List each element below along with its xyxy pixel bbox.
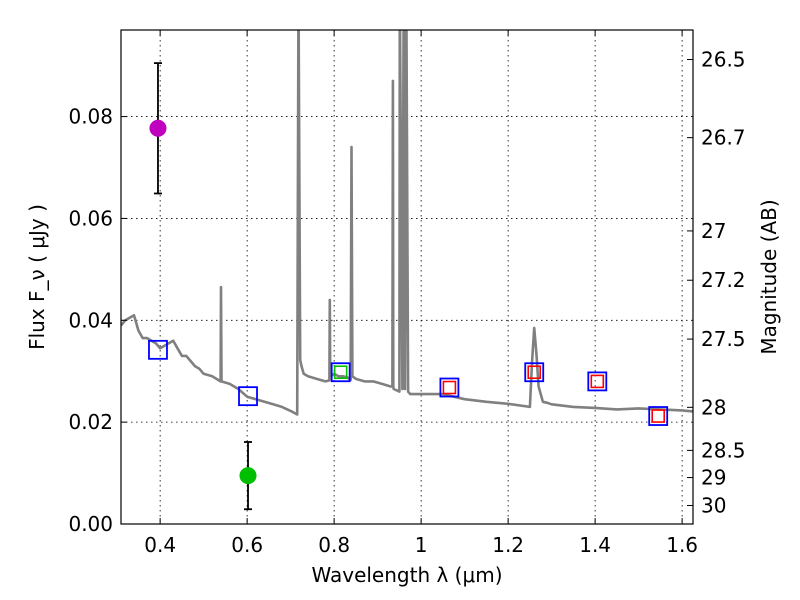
blue-model-square (524, 362, 545, 383)
red-model-square (442, 380, 457, 395)
blue-model-square (648, 406, 669, 426)
mag-tick-label: 27 (701, 219, 726, 243)
plot-frame (120, 29, 694, 525)
x-tick-label: 0.8 (318, 533, 350, 557)
red-model-square (527, 365, 542, 380)
mag-tick-label: 30 (701, 494, 726, 518)
y-axis-title-left: Flux F_ν ( μJy ) (25, 204, 49, 350)
x-tick-label: 0.6 (231, 533, 263, 557)
x-tick-label: 0.4 (144, 533, 176, 557)
y-tick-label: 0.00 (68, 512, 113, 536)
green-model-square (333, 365, 348, 380)
mag-tick-label: 28 (701, 395, 726, 419)
x-axis-title: Wavelength λ (μm) (311, 563, 502, 587)
x-tick-label: 1.4 (579, 533, 611, 557)
mag-tick-label: 27.5 (701, 327, 746, 351)
y-tick-label: 0.04 (68, 308, 113, 332)
mag-tick-label: 27.2 (701, 268, 746, 292)
model-sed-layer (121, 30, 693, 416)
observed-point (149, 119, 167, 137)
observed-point (239, 467, 257, 485)
mag-tick-label: 29 (701, 466, 726, 490)
blue-model-square (330, 362, 351, 383)
mag-tick-label: 28.5 (701, 438, 746, 462)
ticks-layer: 0.4 0.6 0.8 1 1.2 1.4 1.6 0.00 0.02 0.04 0.06 0.08 2… (68, 30, 746, 557)
red-model-square (590, 374, 605, 389)
mag-tick-label: 26.7 (701, 126, 746, 150)
blue-model-square (439, 377, 460, 398)
markers-layer (148, 62, 669, 511)
y-tick-label: 0.08 (68, 105, 113, 129)
y-tick-label: 0.06 (68, 206, 113, 230)
red-model-square (651, 409, 666, 423)
x-tick-label: 1.6 (666, 533, 698, 557)
model-sed-line (121, 30, 693, 416)
blue-model-square (587, 371, 608, 392)
y-axis-title-right: Magnitude (AB) (757, 199, 781, 354)
blue-model-square (148, 339, 168, 360)
mag-tick-label: 26.5 (701, 48, 746, 72)
x-tick-label: 1 (415, 533, 428, 557)
x-tick-label: 1.2 (492, 533, 524, 557)
y-tick-label: 0.02 (68, 410, 113, 434)
blue-model-square (238, 386, 258, 407)
